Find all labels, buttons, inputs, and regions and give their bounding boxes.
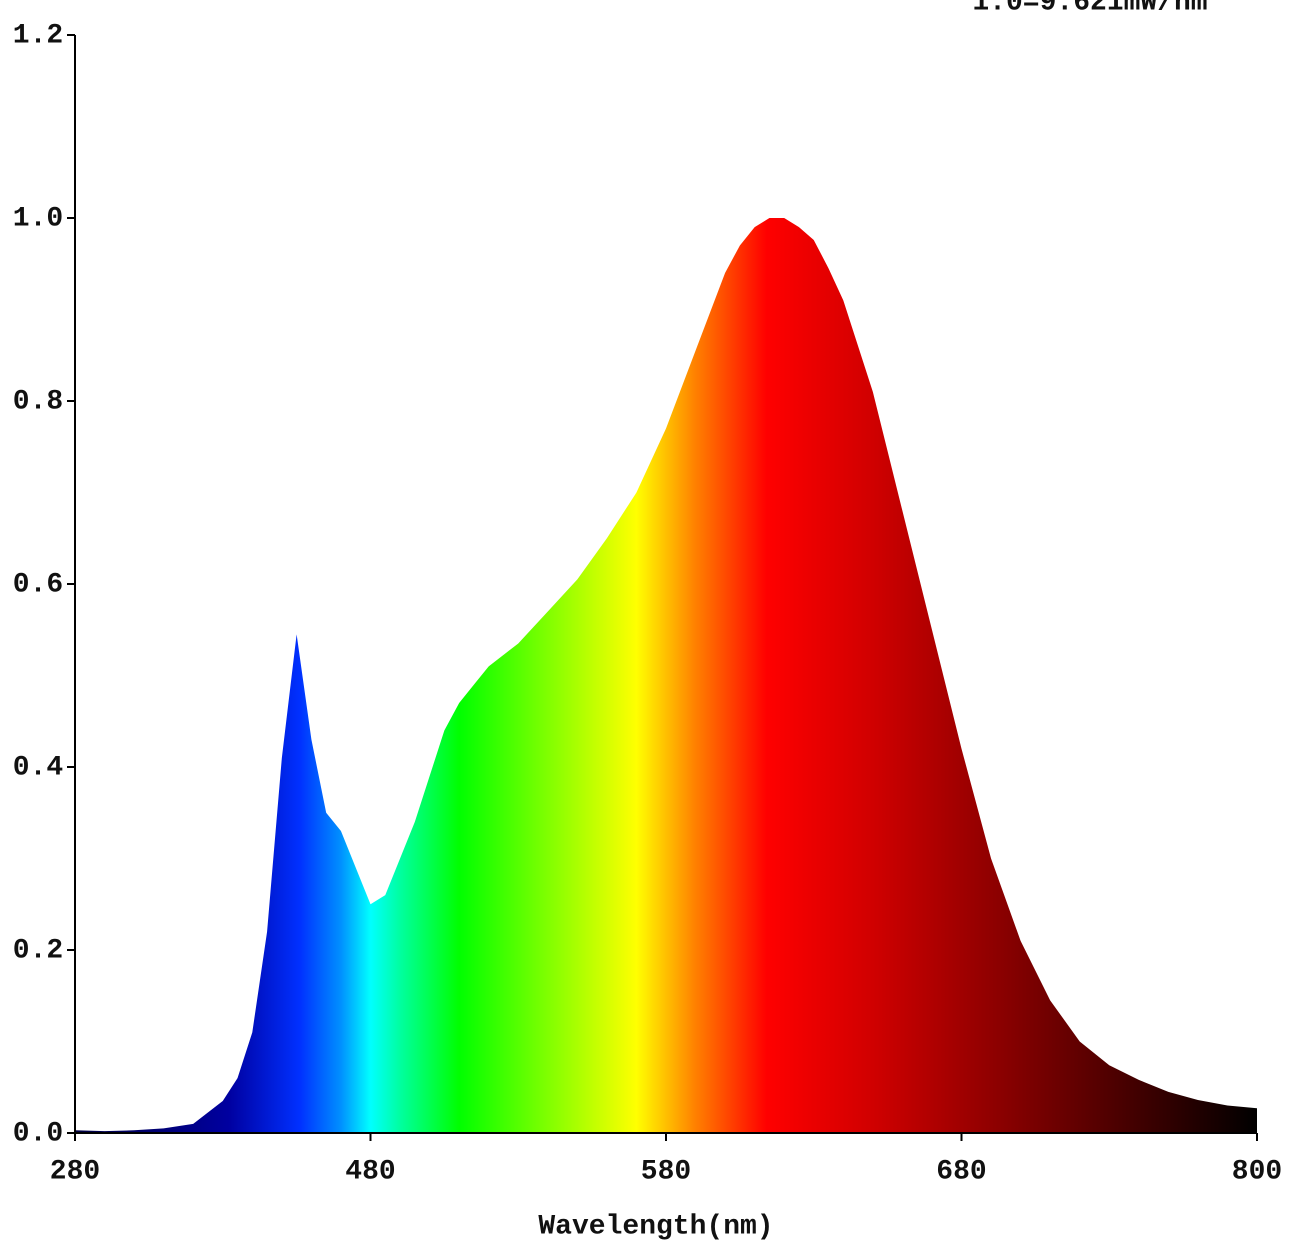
y-tick-label: 0.0 (13, 1118, 63, 1149)
x-tick-label: 280 (50, 1156, 100, 1187)
y-tick-label: 0.6 (13, 569, 63, 600)
y-tick-label: 0.8 (13, 386, 63, 417)
annotation: 1.0=9.621mW/nm (972, 0, 1207, 18)
y-tick-label: 1.2 (13, 20, 63, 51)
spectrum-area (75, 218, 1257, 1133)
x-tick-label: 480 (345, 1156, 395, 1187)
y-tick-label: 1.0 (13, 203, 63, 234)
y-tick-label: 0.2 (13, 935, 63, 966)
x-tick-label: 580 (641, 1156, 691, 1187)
y-tick-label: 0.4 (13, 752, 63, 783)
x-tick-label: 800 (1232, 1156, 1282, 1187)
x-tick-label: 680 (936, 1156, 986, 1187)
x-axis-title: Wavelength(nm) (538, 1211, 773, 1242)
